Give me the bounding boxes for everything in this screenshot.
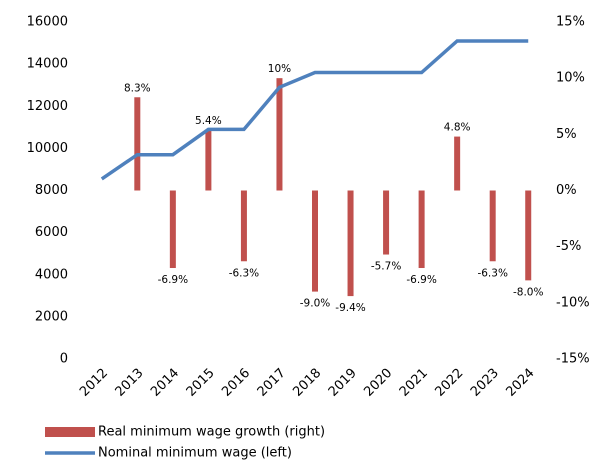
x-tick-label: 2016 xyxy=(219,366,253,400)
data-label: -8.0% xyxy=(513,286,543,298)
bar xyxy=(276,78,283,191)
x-tick-label: 2018 xyxy=(290,366,324,400)
y2-tick-label: 10% xyxy=(556,71,585,86)
y-tick-label: 6000 xyxy=(35,225,68,240)
bar xyxy=(134,97,141,191)
data-label: 10% xyxy=(268,63,291,75)
data-label: 8.3% xyxy=(124,82,151,94)
x-tick-label: 2012 xyxy=(77,366,111,400)
bar xyxy=(418,190,425,269)
x-tick-label: 2019 xyxy=(326,366,360,400)
y-tick-label: 10000 xyxy=(27,141,68,156)
bar xyxy=(169,190,176,269)
bar xyxy=(240,190,247,262)
data-label: -6.9% xyxy=(158,274,188,286)
x-tick-label: 2023 xyxy=(468,366,502,400)
bar xyxy=(525,190,532,281)
x-tick-label: 2020 xyxy=(361,366,395,400)
x-tick-label: 2014 xyxy=(148,366,182,400)
y2-tick-label: -5% xyxy=(556,239,581,254)
x-tick-label: 2022 xyxy=(432,366,466,400)
y-tick-label: 12000 xyxy=(27,99,68,114)
bar xyxy=(347,190,354,297)
bar xyxy=(205,129,212,191)
line xyxy=(100,39,529,181)
y-tick-label: 14000 xyxy=(27,57,68,72)
legend-label: Nominal minimum wage (left) xyxy=(98,446,292,461)
y2-tick-label: 0% xyxy=(556,183,577,198)
data-label: 5.4% xyxy=(195,115,222,127)
x-tick-label: 2015 xyxy=(184,366,218,400)
legend-swatch xyxy=(45,427,95,437)
x-tick-label: 2021 xyxy=(397,366,431,400)
y-tick-label: 2000 xyxy=(35,309,68,324)
y2-tick-label: -15% xyxy=(556,352,590,367)
legend-label: Real minimum wage growth (right) xyxy=(98,425,325,440)
data-label: -6.3% xyxy=(477,267,507,279)
x-tick-label: 2013 xyxy=(113,366,147,400)
y-tick-label: 8000 xyxy=(35,183,68,198)
y-tick-label: 0 xyxy=(60,352,68,367)
y2-tick-label: 15% xyxy=(556,15,585,30)
data-label: -6.3% xyxy=(229,267,259,279)
data-label: -9.4% xyxy=(335,302,365,314)
x-tick-label: 2024 xyxy=(504,366,538,400)
bar xyxy=(489,190,496,262)
data-label: -5.7% xyxy=(371,261,401,273)
bar xyxy=(312,190,318,292)
bar xyxy=(383,190,390,255)
data-label: -6.9% xyxy=(406,274,436,286)
x-tick-label: 2017 xyxy=(255,366,289,400)
y2-tick-label: 5% xyxy=(556,127,577,142)
y-tick-label: 4000 xyxy=(35,267,68,282)
data-label: 4.8% xyxy=(444,122,471,134)
y2-tick-label: -10% xyxy=(556,295,590,310)
y-tick-label: 16000 xyxy=(27,15,68,30)
data-label: -9.0% xyxy=(300,298,330,310)
bar xyxy=(454,136,461,191)
